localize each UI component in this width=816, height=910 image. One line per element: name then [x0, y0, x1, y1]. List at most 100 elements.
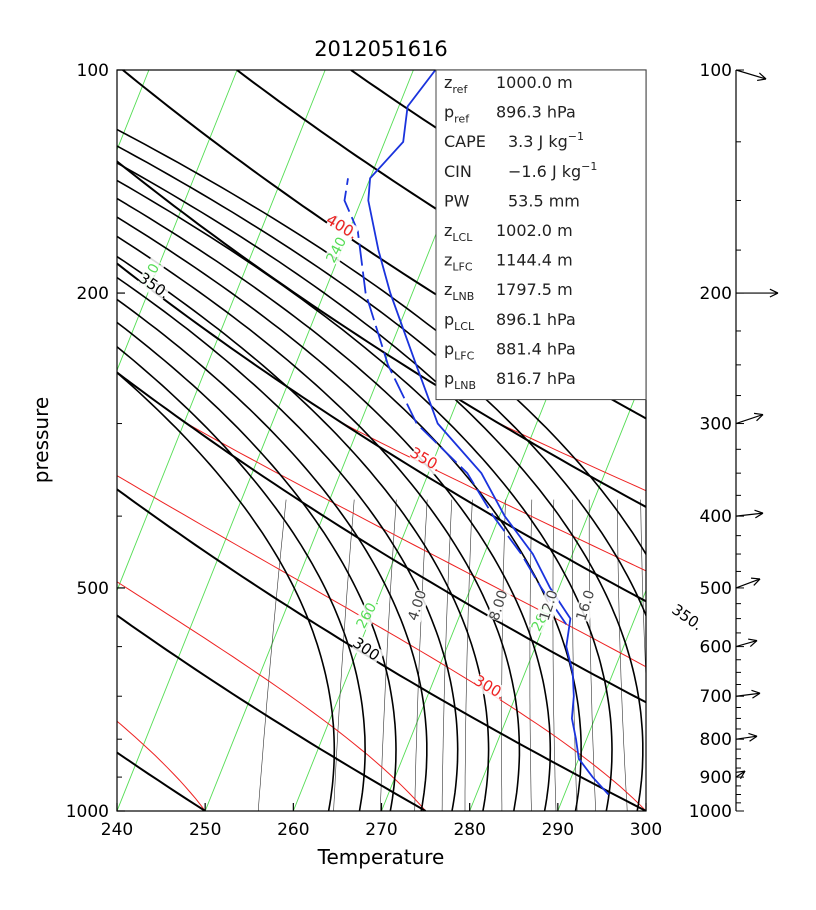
info-value: 896.3 hPa — [496, 103, 576, 122]
info-symbol: p — [444, 369, 454, 388]
info-value: 896.1 hPa — [496, 310, 576, 329]
info-row-value: 53.5 mm — [508, 191, 580, 210]
info-value: 1797.5 m — [496, 280, 573, 299]
wind-pressure-label: 1000 — [689, 802, 732, 822]
info-row-value: 3.3 J kg−1 — [508, 130, 584, 151]
wind-pressure-label: 900 — [700, 768, 732, 788]
info-symbol: CAPE — [444, 132, 486, 151]
isotherm-line — [469, 369, 646, 811]
info-symbol: z — [444, 73, 452, 92]
wind-vector — [735, 692, 761, 697]
moist-adiabat-line — [117, 345, 366, 811]
theta-e-line — [117, 371, 646, 668]
dewpoint-profile — [343, 178, 568, 625]
info-superscript: −1 — [581, 160, 597, 173]
mixing-ratio-line — [380, 499, 397, 811]
dry-adiabat-line — [117, 488, 646, 811]
wind-vector — [735, 69, 767, 80]
wind-vector — [735, 735, 758, 740]
label-backdrop — [136, 270, 172, 302]
wind-arrowhead — [752, 692, 761, 699]
moist-adiabat-line — [117, 276, 459, 811]
mixing-ratio-line — [616, 499, 628, 811]
theta-e-line — [117, 160, 646, 492]
info-value: 881.4 hPa — [496, 339, 576, 358]
wind-pressure-label: 800 — [700, 730, 732, 750]
x-tick-label: 290 — [542, 820, 574, 840]
label-backdrop — [353, 596, 383, 631]
theta-e-label: 300. — [471, 671, 509, 703]
wind-arrowhead — [753, 412, 764, 416]
info-row-symbol: zLFC — [444, 251, 473, 274]
wind-pressure-label: 400 — [700, 507, 732, 527]
info-symbol: p — [444, 310, 454, 329]
dry-adiabat-label: 350. — [668, 600, 706, 634]
wind-pressure-label: 600 — [700, 638, 732, 658]
y-tick-label: 500 — [77, 579, 109, 599]
label-backdrop — [573, 588, 599, 623]
info-value: 816.7 hPa — [496, 369, 576, 388]
info-row-symbol: zLNB — [444, 280, 474, 303]
info-row-symbol: zLCL — [444, 221, 473, 244]
x-tick-label: 260 — [277, 820, 309, 840]
info-row-value: −1.6 J kg−1 — [508, 160, 597, 181]
dry-adiabat-label: 300. — [349, 633, 387, 667]
moist-adiabat-line — [117, 162, 644, 811]
mixing-ratio-label: 8.00 — [487, 588, 512, 623]
dry-adiabat-line — [117, 262, 646, 603]
isotherm-line — [117, 70, 150, 151]
mixing-ratio-line — [441, 499, 453, 811]
dry-adiabat-line — [236, 70, 646, 337]
info-row-value: 1002.0 m — [496, 221, 573, 240]
wind-vector — [735, 578, 761, 589]
info-value: −1.6 J kg — [508, 162, 581, 181]
y-axis-label: pressure — [29, 397, 53, 483]
info-value: 1144.4 m — [496, 251, 573, 270]
moist-adiabat-line — [117, 255, 490, 811]
theta-e-label: 350. — [407, 443, 445, 475]
x-axis-label: Temperature — [317, 845, 445, 869]
mixing-ratio-line — [333, 499, 355, 811]
info-value: 53.5 mm — [508, 191, 580, 210]
info-row-symbol: PW — [444, 191, 470, 210]
info-symbol: z — [444, 280, 452, 299]
info-symbol: p — [444, 339, 454, 358]
label-backdrop — [405, 588, 431, 623]
isotherm-line — [117, 70, 238, 372]
info-subscript: LFC — [454, 349, 474, 362]
wind-arrowhead — [769, 288, 779, 294]
mixing-ratio-label: 12.0 — [537, 588, 562, 623]
theta-e-line — [117, 581, 426, 811]
info-symbol: z — [444, 221, 452, 240]
info-subscript: LCL — [454, 320, 475, 333]
label-backdrop — [536, 588, 562, 623]
wind-arrowhead — [748, 732, 758, 737]
wind-pressure-label: 200 — [700, 284, 732, 304]
mixing-ratio-line — [552, 499, 557, 811]
wind-arrowhead — [757, 78, 767, 82]
wind-arrowhead — [755, 512, 764, 519]
info-symbol: CIN — [444, 162, 472, 181]
info-subscript: LNB — [454, 379, 476, 392]
info-superscript: −1 — [568, 130, 584, 143]
label-backdrop — [324, 212, 359, 243]
x-tick-label: 250 — [189, 820, 221, 840]
moist-adiabat-line — [117, 371, 336, 811]
info-row-value: 1797.5 m — [496, 280, 573, 299]
wind-vector — [735, 770, 746, 778]
mixing-ratio-line — [640, 499, 646, 685]
info-symbol: PW — [444, 191, 470, 210]
info-row-symbol: pLNB — [444, 369, 476, 392]
dry-adiabat-line — [117, 160, 646, 509]
info-row-symbol: pLCL — [444, 310, 475, 333]
wind-arrowhead — [769, 292, 779, 298]
info-value: 1000.0 m — [496, 73, 573, 92]
wind-vector — [735, 512, 764, 517]
wind-arrowhead — [754, 509, 764, 514]
mixing-ratio-line — [258, 499, 287, 811]
wind-arrowhead — [758, 72, 767, 80]
wind-pressure-label: 300 — [700, 415, 732, 435]
wind-profile-panel: 100 200 300 400 500 600 700 800 900 1000 — [689, 61, 779, 822]
wind-pressure-label: 100 — [700, 61, 732, 81]
